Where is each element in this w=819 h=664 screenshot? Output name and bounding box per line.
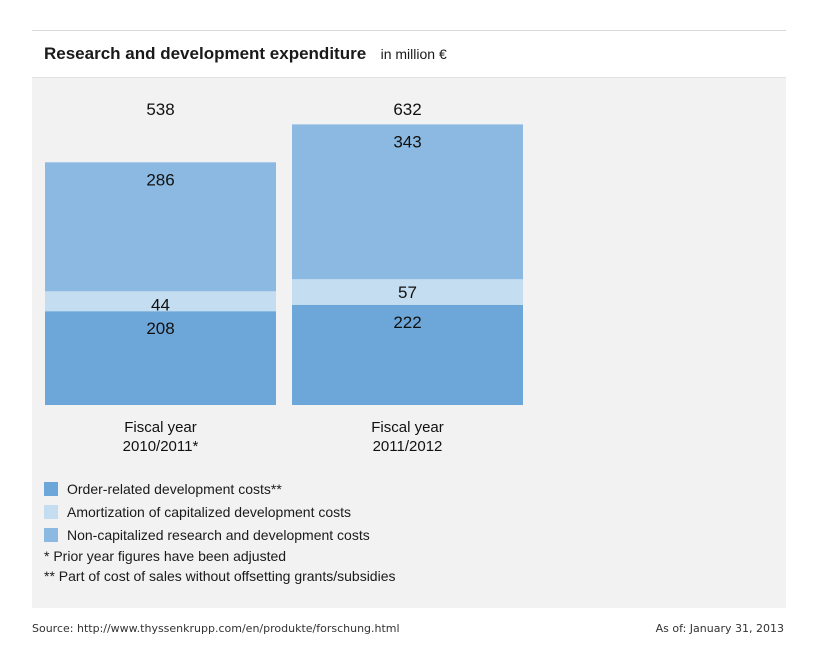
category-label: Fiscal year [371,419,444,436]
data-label-non-capitalized: 286 [146,170,174,189]
chart-header: Research and development expenditure in … [44,44,447,64]
bar-chart: 208 44 286 538 Fiscal year 2010/2011* 222 57 343… [45,100,523,455]
legend-swatch [44,481,58,496]
data-label-amortization: 44 [151,295,170,314]
legend-item-non-capitalized: Non-capitalized research and development… [44,523,395,546]
data-label-order-related: 222 [393,313,421,332]
category-label: 2011/2012 [373,438,443,455]
segment-non-capitalized [292,124,523,280]
footnote-prior-year: * Prior year figures have been adjusted [44,548,287,564]
legend: Order-related development costs** Amorti… [44,477,395,586]
data-label-order-related: 208 [146,319,174,338]
category-label: 2010/2011* [123,438,199,455]
legend-label: Amortization of capitalized development … [67,503,352,520]
legend-label: Non-capitalized research and development… [67,526,370,543]
chart-unit: in million € [380,46,447,62]
segment-amortization [45,291,276,312]
source-text: Source: http://www.thyssenkrupp.com/en/p… [32,622,400,635]
data-label-non-capitalized: 343 [393,132,421,151]
legend-item-amortization: Amortization of capitalized development … [44,500,395,523]
legend-swatch [44,504,58,519]
chart-title: Research and development expenditure [44,44,367,63]
segment-amortization [292,279,523,305]
segment-order-related [45,311,276,405]
legend-swatch [44,527,58,542]
segment-non-capitalized [45,162,276,292]
total-label: 632 [393,100,421,119]
legend-item-order-related: Order-related development costs** [44,477,395,500]
legend-label: Order-related development costs** [67,480,282,497]
footnote-cost-of-sales: ** Part of cost of sales without offsett… [44,568,396,584]
top-divider [32,30,786,31]
data-label-amortization: 57 [398,283,417,302]
segment-order-related [292,304,523,405]
chart-panel: 208 44 286 538 Fiscal year 2010/2011* 222 57 343… [32,77,786,608]
as-of-date: As of: January 31, 2013 [655,622,784,635]
total-label: 538 [146,100,174,119]
category-label: Fiscal year [124,419,197,436]
